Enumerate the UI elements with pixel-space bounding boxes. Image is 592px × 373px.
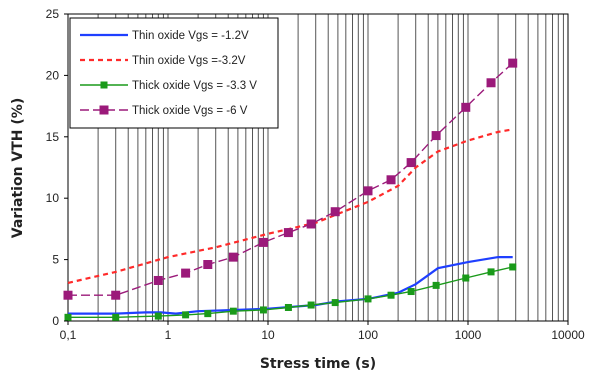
data-point [228,252,238,262]
legend-label: Thick oxide Vgs = -3.3 V [132,80,257,92]
legend-label: Thin oxide Vgs = -1.2V [132,30,249,42]
y-tick-label: 20 [46,68,60,82]
x-tick-labels: 0,1 1 10 100 1000 10000 [60,321,585,342]
x-tick-label: 10 [261,328,275,342]
y-tick-label: 10 [46,191,60,205]
data-point [509,263,517,271]
series-4 [63,58,518,300]
legend-item: Thick oxide Vgs = -6 V [80,105,248,117]
data-point [508,58,518,68]
data-point [461,102,471,112]
data-point [204,310,212,318]
data-point [181,268,191,278]
series-line [68,62,514,296]
data-point [63,290,73,300]
y-tick-label: 0 [52,314,59,328]
series-2 [67,128,513,284]
data-point [203,260,213,270]
series-layer [63,58,518,321]
x-tick-label: 0,1 [60,328,77,342]
y-tick-label: 25 [46,7,60,21]
x-tick-label: 1000 [455,328,482,342]
data-point [486,78,496,88]
data-point [111,290,121,300]
y-axis-title: Variation VTH (%) [10,98,26,238]
y-tick-label: 5 [52,253,59,267]
legend-marker [100,81,108,89]
legend-item: Thick oxide Vgs = -3.3 V [80,80,257,92]
plot-frame [67,13,569,322]
data-point [182,311,190,319]
data-point [386,175,396,185]
y-tick-label: 15 [46,130,60,144]
data-point [112,313,120,321]
data-point [407,288,415,296]
data-point [387,291,395,299]
data-point [363,186,373,196]
data-point [487,268,495,276]
data-point [431,131,441,141]
data-point [406,158,416,168]
data-point [153,275,163,285]
legend-item: Thin oxide Vgs = -1.2V [80,30,249,42]
data-point [64,313,72,321]
x-tick-label: 100 [358,328,378,342]
data-point [283,228,293,238]
data-point [331,299,339,307]
data-point [364,295,372,303]
data-point [462,274,470,282]
series-3 [64,263,517,321]
data-point [258,237,268,247]
data-point [330,207,340,217]
data-point [259,306,267,314]
data-point [307,301,315,309]
legend-marker [99,105,109,115]
legend-label: Thin oxide Vgs =-3.2V [132,55,246,67]
x-axis-title: Stress time (s) [260,356,376,372]
data-point [229,307,237,315]
data-point [284,303,292,311]
data-point [306,219,316,229]
series-line [67,128,513,284]
data-point [432,281,440,289]
x-tick-label: 10000 [551,328,585,342]
y-tick-labels: 0 5 10 15 20 25 [46,7,68,328]
data-point [154,312,162,320]
legend-label: Thick oxide Vgs = -6 V [132,105,248,117]
legend: Thin oxide Vgs = -1.2V Thin oxide Vgs =-3… [69,17,279,129]
legend-item: Thin oxide Vgs =-3.2V [80,55,246,67]
x-tick-label: 1 [165,328,172,342]
